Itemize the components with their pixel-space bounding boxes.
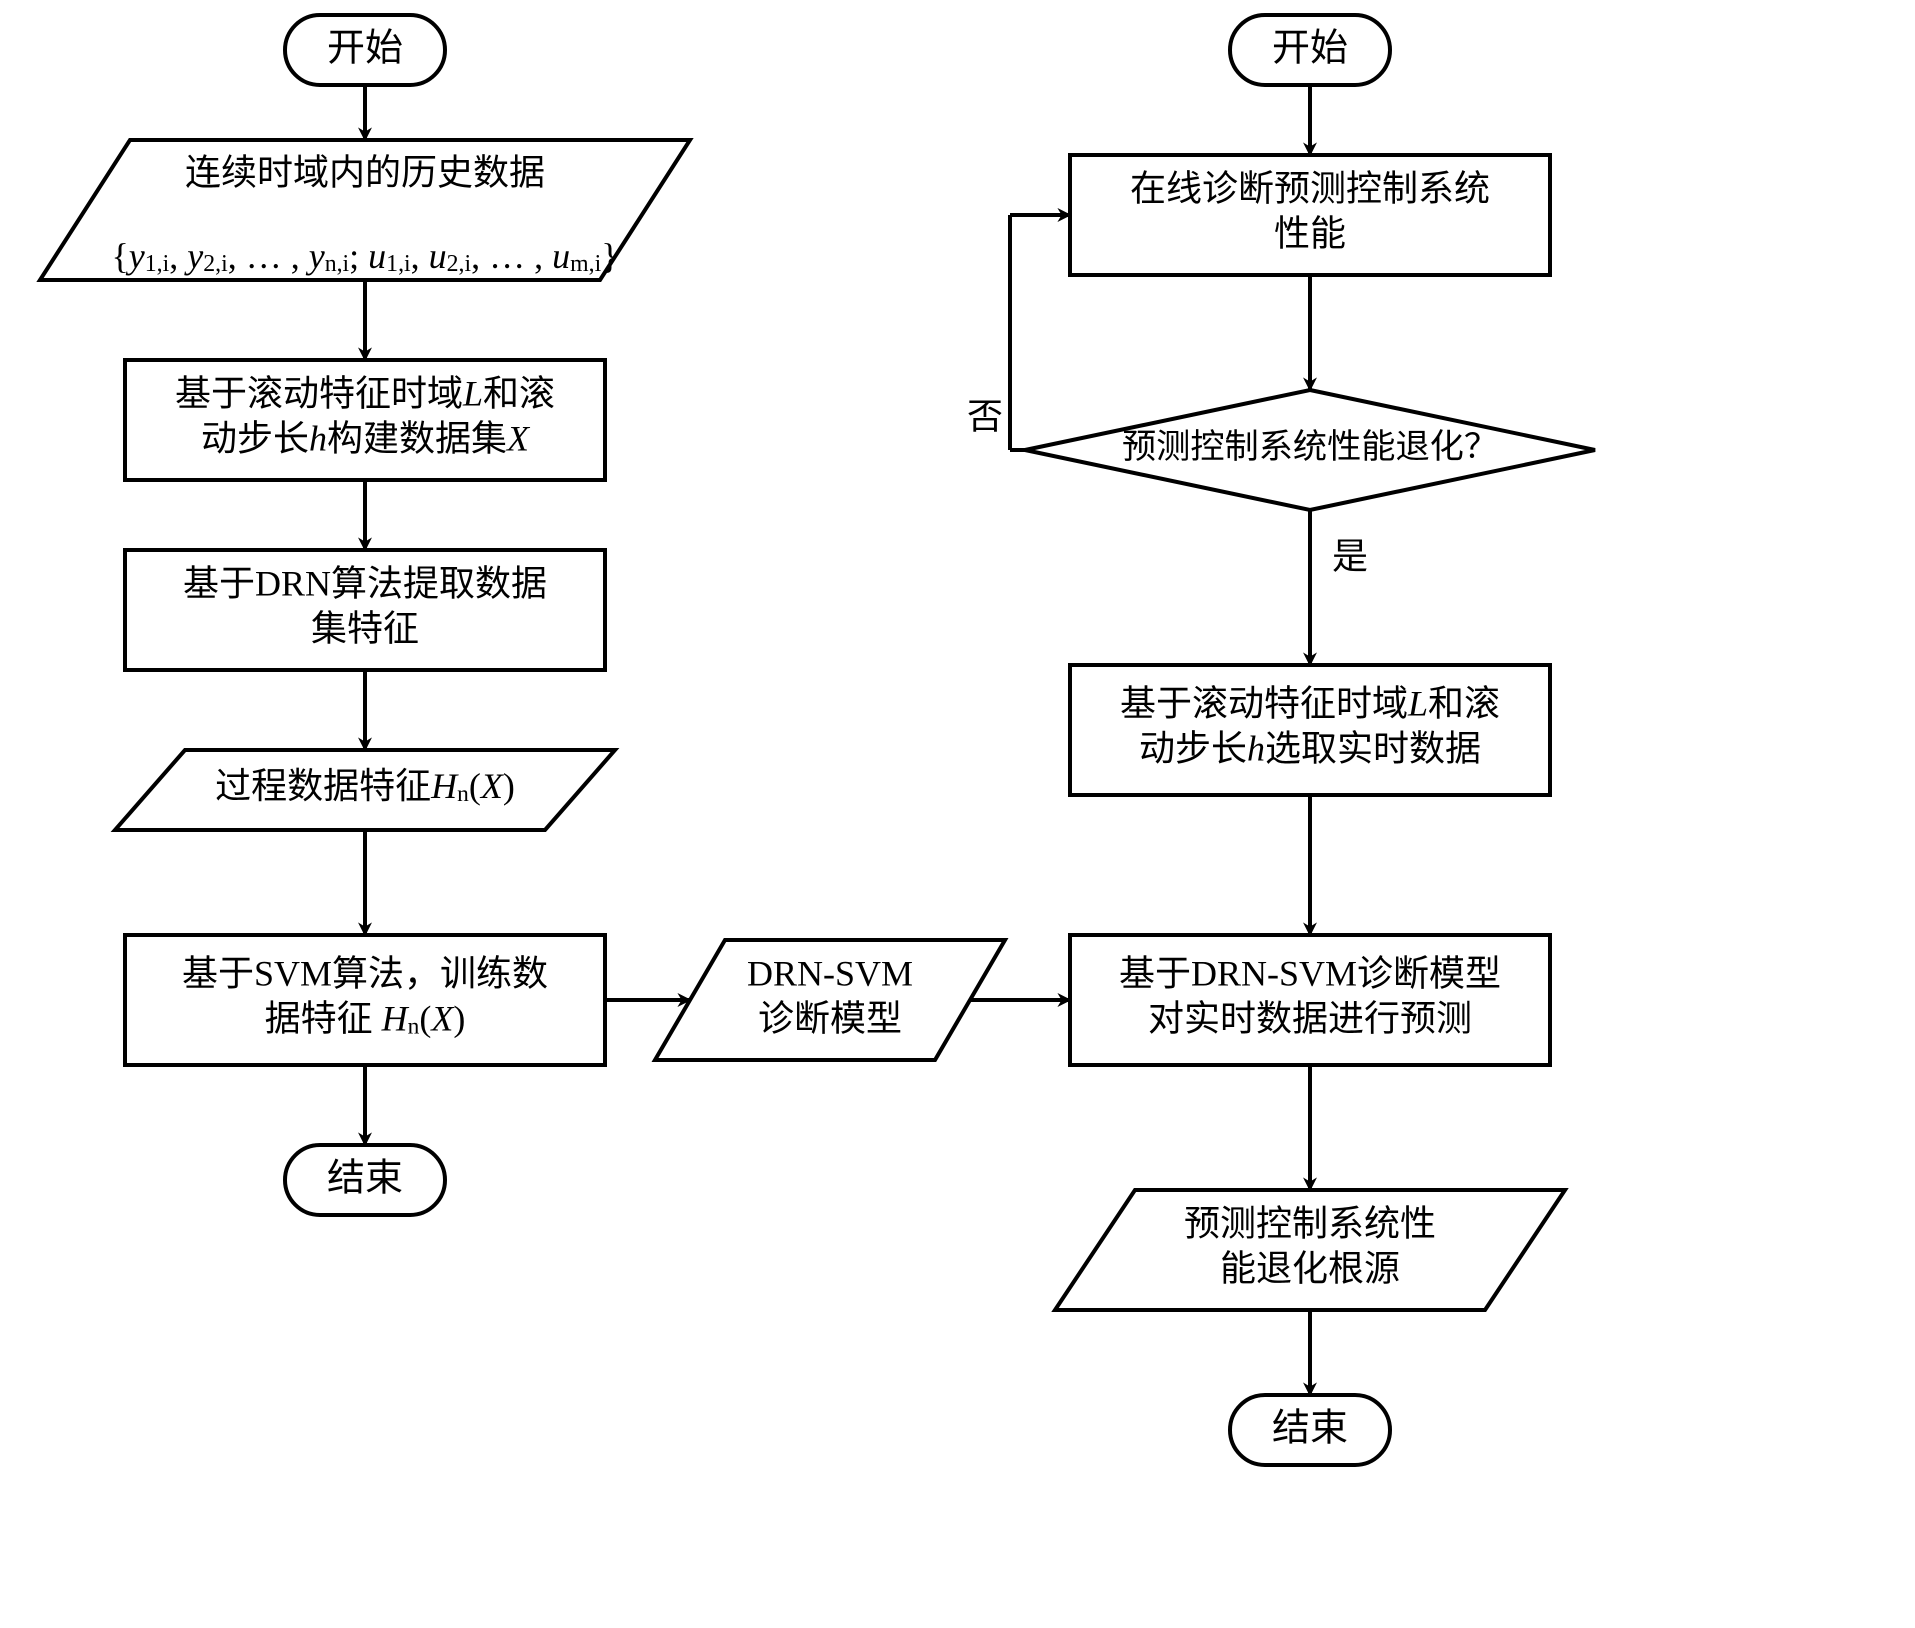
- svg-text:集特征: 集特征: [311, 609, 419, 649]
- flowchart-diagram: 开始连续时域内的历史数据 {y1,i, y2,i, … , yn,i; u1,i,…: [0, 0, 1915, 1628]
- svg-text:基于DRN算法提取数据: 基于DRN算法提取数据: [183, 564, 547, 604]
- svg-text:结束: 结束: [1272, 1408, 1348, 1450]
- svg-text:动步长h构建数据集X: 动步长h构建数据集X: [201, 419, 531, 459]
- svg-text:开始: 开始: [327, 28, 403, 70]
- svg-text:对实时数据进行预测: 对实时数据进行预测: [1148, 999, 1472, 1039]
- svg-text:预测控制系统性: 预测控制系统性: [1184, 1204, 1436, 1244]
- svg-text:{y1,i, y2,i, … , yn,i; u1,i, u: {y1,i, y2,i, … , yn,i; u1,i, u2,i, … , u…: [112, 236, 619, 277]
- svg-text:在线诊断预测控制系统: 在线诊断预测控制系统: [1130, 169, 1490, 209]
- svg-text:诊断模型: 诊断模型: [758, 999, 902, 1039]
- decision-no-label: 否: [967, 396, 1003, 436]
- svg-text:连续时域内的历史数据: 连续时域内的历史数据: [185, 152, 545, 192]
- svg-text:结束: 结束: [327, 1158, 403, 1200]
- svg-text:过程数据特征Hn(X): 过程数据特征Hn(X): [215, 766, 515, 807]
- svg-text:基于SVM算法，训练数: 基于SVM算法，训练数: [182, 954, 548, 994]
- svg-text:能退化根源: 能退化根源: [1220, 1249, 1400, 1289]
- svg-text:基于滚动特征时域L和滚: 基于滚动特征时域L和滚: [1120, 684, 1500, 724]
- svg-text:预测控制系统性能退化？: 预测控制系统性能退化？: [1122, 428, 1498, 466]
- svg-text:开始: 开始: [1272, 28, 1348, 70]
- decision-yes-label: 是: [1332, 536, 1368, 576]
- svg-text:基于DRN-SVM诊断模型: 基于DRN-SVM诊断模型: [1119, 954, 1501, 994]
- svg-text:DRN-SVM: DRN-SVM: [747, 954, 913, 994]
- svg-text:基于滚动特征时域L和滚: 基于滚动特征时域L和滚: [175, 374, 555, 414]
- svg-text:性能: 性能: [1274, 214, 1346, 254]
- svg-text:动步长h选取实时数据: 动步长h选取实时数据: [1139, 729, 1481, 769]
- svg-text:据特征 Hn(X): 据特征 Hn(X): [265, 999, 466, 1040]
